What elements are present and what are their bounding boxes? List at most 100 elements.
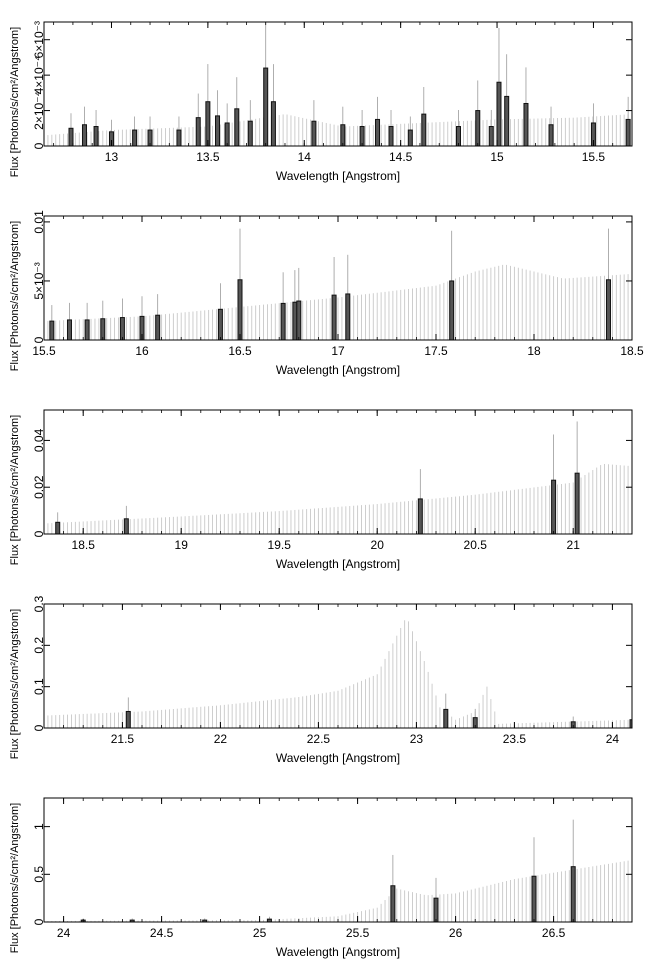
line-bar — [390, 885, 396, 922]
x-tick-label: 24 — [57, 926, 71, 940]
y-axis-label: Flux [Photons/s/cm²/Angstrom] — [9, 415, 21, 565]
y-tick-label: 0.01 — [32, 210, 46, 234]
plot-frame — [43, 797, 633, 923]
continuum-model — [44, 620, 632, 728]
x-tick-label: 13 — [105, 150, 119, 164]
x-axis-label: Wavelength [Angstrom] — [276, 945, 400, 959]
line-bar — [531, 875, 537, 922]
line-bar — [570, 866, 576, 922]
x-tick-label: 21.5 — [111, 732, 135, 746]
line-bar — [345, 293, 351, 340]
emission-lines — [125, 693, 632, 728]
x-tick-label: 26 — [449, 926, 463, 940]
plot-area — [44, 819, 632, 922]
line-bar — [123, 518, 129, 534]
line-bar — [292, 301, 298, 340]
y-tick-label: 5×10⁻³ — [32, 262, 46, 299]
x-tick-label: 14.5 — [389, 150, 413, 164]
line-bar — [176, 129, 182, 146]
line-bar — [331, 294, 337, 340]
panel-1: 13 13.5 14 14.5 15 15.5 0 2×10⁻⁴4×10⁻⁴6×10⁻³ Wav… — [9, 21, 633, 183]
panel-2: 15.5 16 16.5 17 17.5 18 18.5 0 5×10⁻³ 0.01 Wavelen… — [9, 210, 644, 377]
line-bar — [548, 124, 554, 146]
x-tick-label: 26.5 — [542, 926, 566, 940]
x-tick-label: 16 — [135, 344, 149, 358]
plot-area — [44, 22, 632, 146]
line-bar — [475, 110, 481, 146]
line-bar — [296, 300, 302, 340]
x-tick-label: 18.5 — [620, 344, 644, 358]
y-axis-label: Flux [Photons/s/cm²/Angstrom] — [9, 609, 21, 759]
y-tick-label: 0.5 — [32, 866, 46, 883]
x-axis-label: Wavelength [Angstrom] — [276, 363, 400, 377]
y-tick-label: 6×10⁻³ — [32, 21, 46, 58]
line-bar — [311, 120, 317, 146]
line-bar — [93, 126, 99, 146]
line-bar — [340, 124, 346, 146]
y-tick-label: 4×10⁻⁴ — [32, 56, 46, 95]
x-tick-label: 23 — [410, 732, 424, 746]
x-axis-label: Wavelength [Angstrom] — [276, 557, 400, 571]
line-bar — [472, 717, 478, 728]
line-bar — [433, 897, 439, 922]
line-bar — [215, 115, 221, 146]
line-bar — [217, 308, 223, 340]
line-bar — [81, 124, 87, 146]
line-bar — [605, 279, 611, 340]
continuum-model — [44, 264, 632, 340]
line-bar — [407, 129, 413, 146]
line-bar — [132, 129, 138, 146]
line-bar — [84, 319, 90, 340]
x-tick-label: 24 — [606, 732, 620, 746]
y-tick-label: 0 — [32, 918, 46, 925]
line-bar — [449, 280, 455, 340]
x-axis-label: Wavelength [Angstrom] — [276, 169, 400, 183]
x-axis-label: Wavelength [Angstrom] — [276, 751, 400, 765]
y-tick-label: 0 — [32, 142, 46, 149]
line-bar — [625, 118, 631, 146]
x-tick-label: 18.5 — [72, 538, 96, 552]
line-bar — [205, 101, 211, 146]
y-axis-label: Flux [Photons/s/cm²/Angstrom] — [9, 803, 21, 953]
y-tick-label: 1 — [32, 823, 46, 830]
y-tick-label: 0.3 — [32, 595, 46, 612]
panel-5: 24 24.5 25 25.5 26 26.5 0 0.5 1 Wavelength [Angst… — [9, 797, 633, 959]
x-tick-label: 20 — [371, 538, 385, 552]
x-tick-label: 16.5 — [228, 344, 252, 358]
line-bar — [488, 126, 494, 146]
x-tick-label: 20.5 — [464, 538, 488, 552]
y-tick-label: 0 — [32, 530, 46, 537]
y-tick-label: 0 — [32, 724, 46, 731]
plot-area — [44, 228, 632, 340]
line-bar — [263, 67, 269, 146]
line-bar — [266, 918, 272, 922]
line-bar — [504, 95, 510, 146]
line-bar — [590, 122, 596, 146]
line-bar — [247, 120, 253, 146]
x-tick-label: 18 — [527, 344, 541, 358]
line-bar — [66, 319, 72, 340]
y-tick-label: 0 — [32, 336, 46, 343]
line-bar — [55, 521, 61, 534]
emission-lines — [49, 228, 611, 340]
y-axis-label: Flux [Photons/s/cm²/Angstrom] — [9, 27, 21, 177]
line-bar — [496, 81, 502, 146]
x-tick-label: 22 — [214, 732, 228, 746]
x-tick-label: 14 — [298, 150, 312, 164]
panel-4: 21.5 22 22.5 23 23.5 24 0 0.1 0.2 0.3 Wavelength [… — [9, 595, 633, 765]
continuum-model — [44, 860, 632, 922]
x-tick-label: 17.5 — [424, 344, 448, 358]
line-bar — [224, 122, 230, 146]
panel-3: 18.5 19 19.5 20 20.5 21 0 0.02 0.04 Wavelength [A… — [9, 409, 633, 571]
line-bar — [629, 719, 632, 728]
y-tick-label: 0.2 — [32, 637, 46, 654]
line-bar — [147, 129, 153, 146]
line-bar — [523, 102, 529, 146]
line-bar — [421, 113, 427, 146]
line-bar — [280, 302, 286, 340]
x-tick-label: 23.5 — [503, 732, 527, 746]
y-tick-label: 2×10⁻⁴ — [32, 91, 46, 130]
line-bar — [195, 117, 201, 146]
x-tick-label: 15.5 — [582, 150, 606, 164]
